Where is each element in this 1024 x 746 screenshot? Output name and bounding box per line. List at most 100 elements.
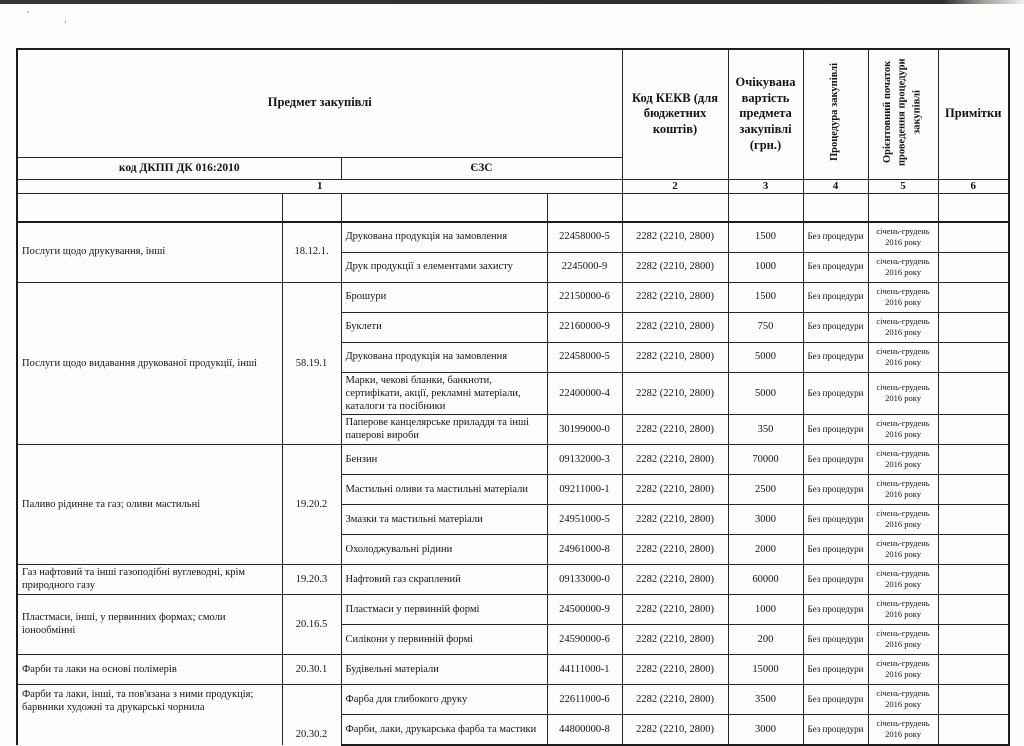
table-row: Фарби та лаки на основі полімерів 20.30.1… [16, 653, 1010, 685]
group-name-cell: Фарби та лаки, інші, та пов'язана з ними… [16, 683, 283, 745]
header-notes: Примітки [937, 48, 1010, 180]
table-row: Фарби та лаки, інші, та пов'язана з ними… [16, 683, 1010, 745]
column-number: 2 [621, 178, 729, 194]
table-row: Паливо рідинне та газ; оливи мастильні 19… [16, 443, 1010, 565]
table-row: Марки, чекові бланки, банкноти, сертифік… [17, 371, 1010, 415]
note-cell [937, 623, 1010, 655]
start-date-cell: січень-грудень 2016 року [867, 533, 939, 565]
note-cell [937, 683, 1010, 715]
item-description-cell: Буклети [340, 311, 548, 343]
expected-value-cell: 200 [727, 623, 804, 655]
item-description-cell: Друк продукції з елементами захисту [340, 251, 548, 283]
expected-value-cell: 1000 [727, 593, 804, 625]
cpv-code-cell: 44800000-8 [546, 713, 623, 746]
cpv-code-cell: 22160000-9 [546, 311, 623, 343]
table-row: Охолоджувальні рідини 24961000-8 2282 (221… [17, 533, 1010, 565]
item-description-cell: Брошури [340, 281, 548, 313]
item-description-cell: Нафтовий газ скраплений [340, 563, 548, 595]
start-date-cell: січень-грудень 2016 року [867, 251, 939, 283]
cpv-code-cell: 09211000-1 [546, 473, 623, 505]
procedure-cell: Без процедури [802, 371, 869, 415]
table-row: Друкована продукція на замовлення 2245800… [17, 341, 1010, 373]
column-number: 4 [802, 178, 869, 194]
procedure-cell: Без процедури [802, 341, 869, 373]
header-row-sub: код ДКПП ДК 016:2010 ЄЗС [16, 156, 1009, 180]
note-cell [937, 221, 1010, 253]
item-description-cell: Друкована продукція на замовлення [340, 221, 548, 253]
kekv-code-cell: 2282 (2210, 2800) [621, 311, 729, 343]
kekv-code-cell: 2282 (2210, 2800) [621, 713, 729, 746]
procedure-cell: Без процедури [802, 503, 869, 535]
expected-value-cell: 70000 [727, 443, 804, 475]
start-date-cell: січень-грудень 2016 року [867, 473, 939, 505]
procedure-cell: Без процедури [802, 713, 869, 746]
item-description-cell: Паперове канцелярське приладдя та інші п… [340, 413, 548, 445]
note-cell [937, 713, 1010, 746]
kekv-code-cell: 2282 (2210, 2800) [621, 341, 729, 373]
note-cell [937, 311, 1010, 343]
start-date-cell: січень-грудень 2016 року [867, 221, 939, 253]
start-date-cell: січень-грудень 2016 року [867, 623, 939, 655]
item-description-cell: Фарби, лаки, друкарська фарба та мастики [340, 713, 548, 746]
procedure-cell: Без процедури [802, 281, 869, 313]
expected-value-cell: 1500 [727, 221, 804, 253]
header-kekv: Код КЕКВ (для бюджетних коштів) [621, 48, 729, 180]
cpv-code-cell: 24961000-8 [546, 533, 623, 565]
expected-value-cell: 750 [727, 311, 804, 343]
cpv-code-cell: 2245000-9 [546, 251, 623, 283]
expected-value-cell: 15000 [727, 653, 804, 685]
note-cell [937, 653, 1010, 685]
start-date-cell: січень-грудень 2016 року [867, 281, 939, 313]
note-cell [937, 563, 1010, 595]
cpv-code-cell: 30199000-0 [546, 413, 623, 445]
kekv-code-cell: 2282 (2210, 2800) [621, 281, 729, 313]
procedure-cell: Без процедури [802, 251, 869, 283]
kekv-code-cell: 2282 (2210, 2800) [621, 503, 729, 535]
start-date-cell: січень-грудень 2016 року [867, 593, 939, 625]
group-code-cell: 19.20.3 [281, 563, 342, 595]
column-number-row: 1 2 3 4 5 6 [16, 178, 1010, 194]
document-sheet: Предмет закупівлі Код КЕКВ (для бюджетни… [16, 48, 1011, 746]
item-description-cell: Бензин [340, 443, 548, 475]
start-date-cell: січень-грудень 2016 року [867, 443, 939, 475]
group-name-cell: Послуги щодо видавання друкованої продук… [16, 281, 283, 445]
column-number: 1 [16, 178, 623, 194]
table-row: Газ нафтовий та інші газоподібні вуглево… [16, 563, 1010, 595]
expected-value-cell: 1500 [727, 281, 804, 313]
scan-artifact: , [64, 13, 67, 25]
group-code-cell: 20.30.2 [281, 683, 342, 745]
procedure-cell: Без процедури [802, 653, 869, 685]
start-date-cell: січень-грудень 2016 року [867, 653, 939, 685]
group-name-cell: Послуги щодо друкування, інші [16, 221, 283, 283]
note-cell [937, 503, 1010, 535]
header-procedure-label: Процедура закупівлі [829, 62, 841, 161]
expected-value-cell: 2500 [727, 473, 804, 505]
expected-value-cell: 5000 [727, 341, 804, 373]
procedure-cell: Без процедури [802, 311, 869, 343]
kekv-code-cell: 2282 (2210, 2800) [621, 563, 729, 595]
procedure-cell: Без процедури [802, 593, 869, 625]
procedure-cell: Без процедури [802, 623, 869, 655]
cpv-code-cell: 22458000-5 [546, 341, 623, 373]
group-code-cell: 20.30.1 [281, 653, 342, 685]
item-description-cell: Марки, чекові бланки, банкноти, сертифік… [340, 371, 548, 415]
kekv-code-cell: 2282 (2210, 2800) [621, 251, 729, 283]
table-row: Послуги щодо видавання друкованої продук… [16, 281, 1010, 445]
kekv-code-cell: 2282 (2210, 2800) [621, 473, 729, 505]
item-description-cell: Будівельні матеріали [340, 653, 548, 685]
column-number: 3 [727, 178, 804, 194]
kekv-code-cell: 2282 (2210, 2800) [621, 653, 729, 685]
group-code-cell: 19.20.2 [281, 443, 342, 565]
kekv-code-cell: 2282 (2210, 2800) [621, 683, 729, 715]
kekv-code-cell: 2282 (2210, 2800) [621, 413, 729, 445]
header-start: Орієнтовний початок проведення процедури… [867, 48, 939, 180]
header-subject: Предмет закупівлі [16, 48, 623, 158]
scan-edge-bar [0, 0, 1024, 4]
start-date-cell: січень-грудень 2016 року [867, 341, 939, 373]
start-date-cell: січень-грудень 2016 року [867, 371, 939, 415]
kekv-code-cell: 2282 (2210, 2800) [621, 593, 729, 625]
procedure-cell: Без процедури [802, 473, 869, 505]
item-description-cell: Охолоджувальні рідини [340, 533, 548, 565]
kekv-code-cell: 2282 (2210, 2800) [621, 443, 729, 475]
